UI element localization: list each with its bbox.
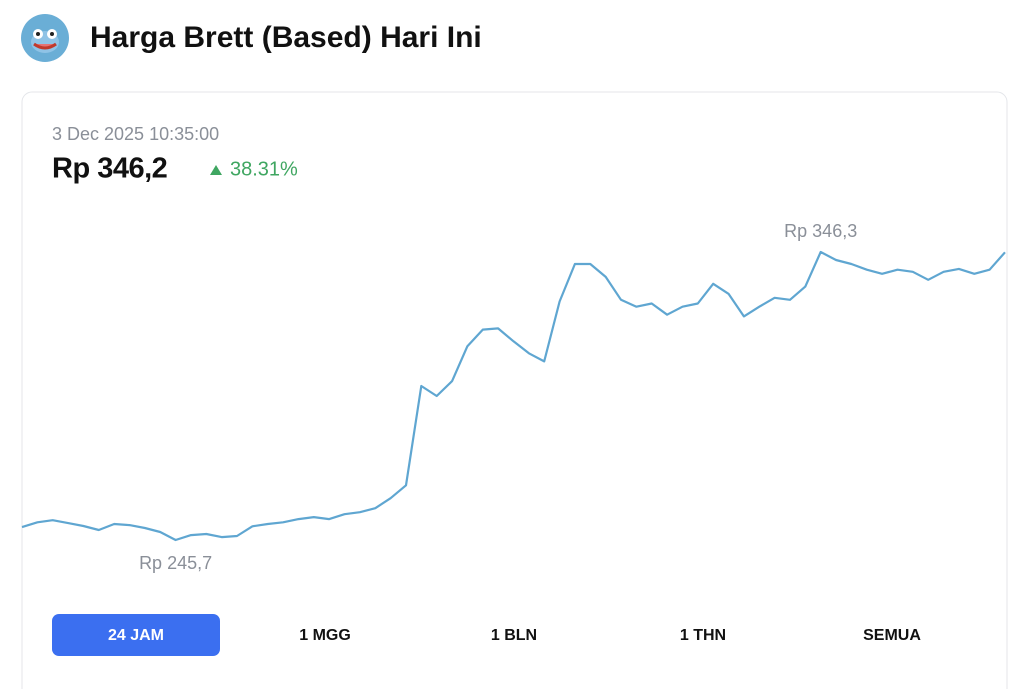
up-arrow (210, 165, 222, 175)
chart: Rp 245,7 Rp 346,3 (21, 221, 1006, 573)
price: Rp 346,2 (52, 153, 167, 185)
avatar (21, 14, 69, 62)
time-tab[interactable]: 1 BLN (491, 627, 537, 644)
time-tab[interactable]: 1 MGG (299, 627, 351, 644)
min-label: Rp 245,7 (139, 553, 212, 573)
price-card (21, 91, 1008, 694)
time-tab[interactable]: 24 JAM (108, 627, 164, 644)
tab-active-bg[interactable] (52, 614, 220, 656)
page-title: Harga Brett (Based) Hari Ini (90, 21, 482, 54)
tabs: 24 JAM 1 MGG 1 BLN 1 THN SEMUA (108, 627, 921, 644)
price-change: 38.31% (230, 158, 298, 180)
time-tab[interactable]: SEMUA (863, 627, 921, 644)
timestamp: 3 Dec 2025 10:35:00 (52, 124, 219, 144)
time-tab[interactable]: 1 THN (680, 627, 726, 644)
price-line (21, 250, 1006, 542)
max-label: Rp 346,3 (784, 221, 857, 241)
